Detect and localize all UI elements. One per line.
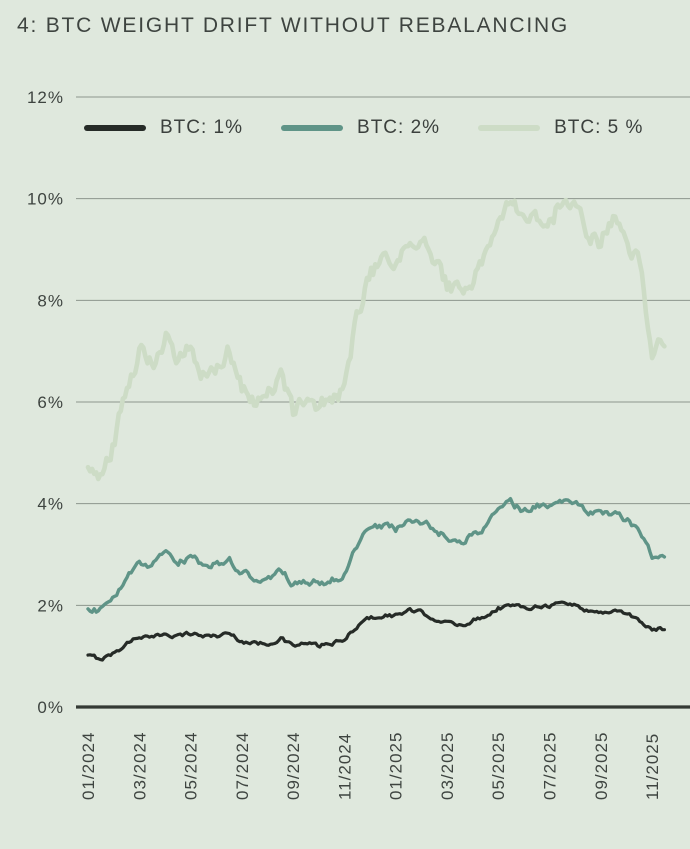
svg-text:03/2025: 03/2025 xyxy=(438,732,457,800)
svg-text:01/2025: 01/2025 xyxy=(387,732,406,800)
svg-text:01/2024: 01/2024 xyxy=(79,732,98,800)
svg-text:10%: 10% xyxy=(27,190,64,209)
svg-text:09/2024: 09/2024 xyxy=(284,732,303,800)
legend-swatch-btc-2-icon xyxy=(281,125,344,131)
svg-text:03/2024: 03/2024 xyxy=(130,732,149,800)
svg-text:05/2024: 05/2024 xyxy=(182,732,201,800)
svg-text:6%: 6% xyxy=(37,393,64,412)
svg-text:11/2025: 11/2025 xyxy=(643,733,662,800)
svg-text:8%: 8% xyxy=(37,291,64,310)
svg-text:4%: 4% xyxy=(37,495,64,514)
svg-text:0%: 0% xyxy=(37,698,64,717)
legend-label-btc-5: BTC: 5 % xyxy=(554,117,644,138)
svg-text:05/2025: 05/2025 xyxy=(489,732,508,800)
legend-swatch-btc-1-icon xyxy=(84,125,146,131)
svg-text:09/2025: 09/2025 xyxy=(592,732,611,800)
chart-legend: BTC: 1% BTC: 2% BTC: 5 % xyxy=(84,116,643,140)
chart-title: 4: BTC WEIGHT DRIFT WITHOUT REBALANCING xyxy=(17,14,570,37)
svg-text:07/2025: 07/2025 xyxy=(541,732,560,800)
legend-item-btc-2: BTC: 2% xyxy=(281,117,440,139)
legend-label-btc-2: BTC: 2% xyxy=(357,117,441,138)
svg-text:11/2024: 11/2024 xyxy=(335,733,354,800)
legend-swatch-btc-5-icon xyxy=(478,125,541,131)
svg-text:12%: 12% xyxy=(27,88,64,107)
svg-text:07/2024: 07/2024 xyxy=(233,732,252,800)
legend-item-btc-5: BTC: 5 % xyxy=(478,117,643,139)
legend-label-btc-1: BTC: 1% xyxy=(160,117,244,138)
legend-item-btc-1: BTC: 1% xyxy=(84,117,243,139)
svg-text:2%: 2% xyxy=(37,596,64,615)
